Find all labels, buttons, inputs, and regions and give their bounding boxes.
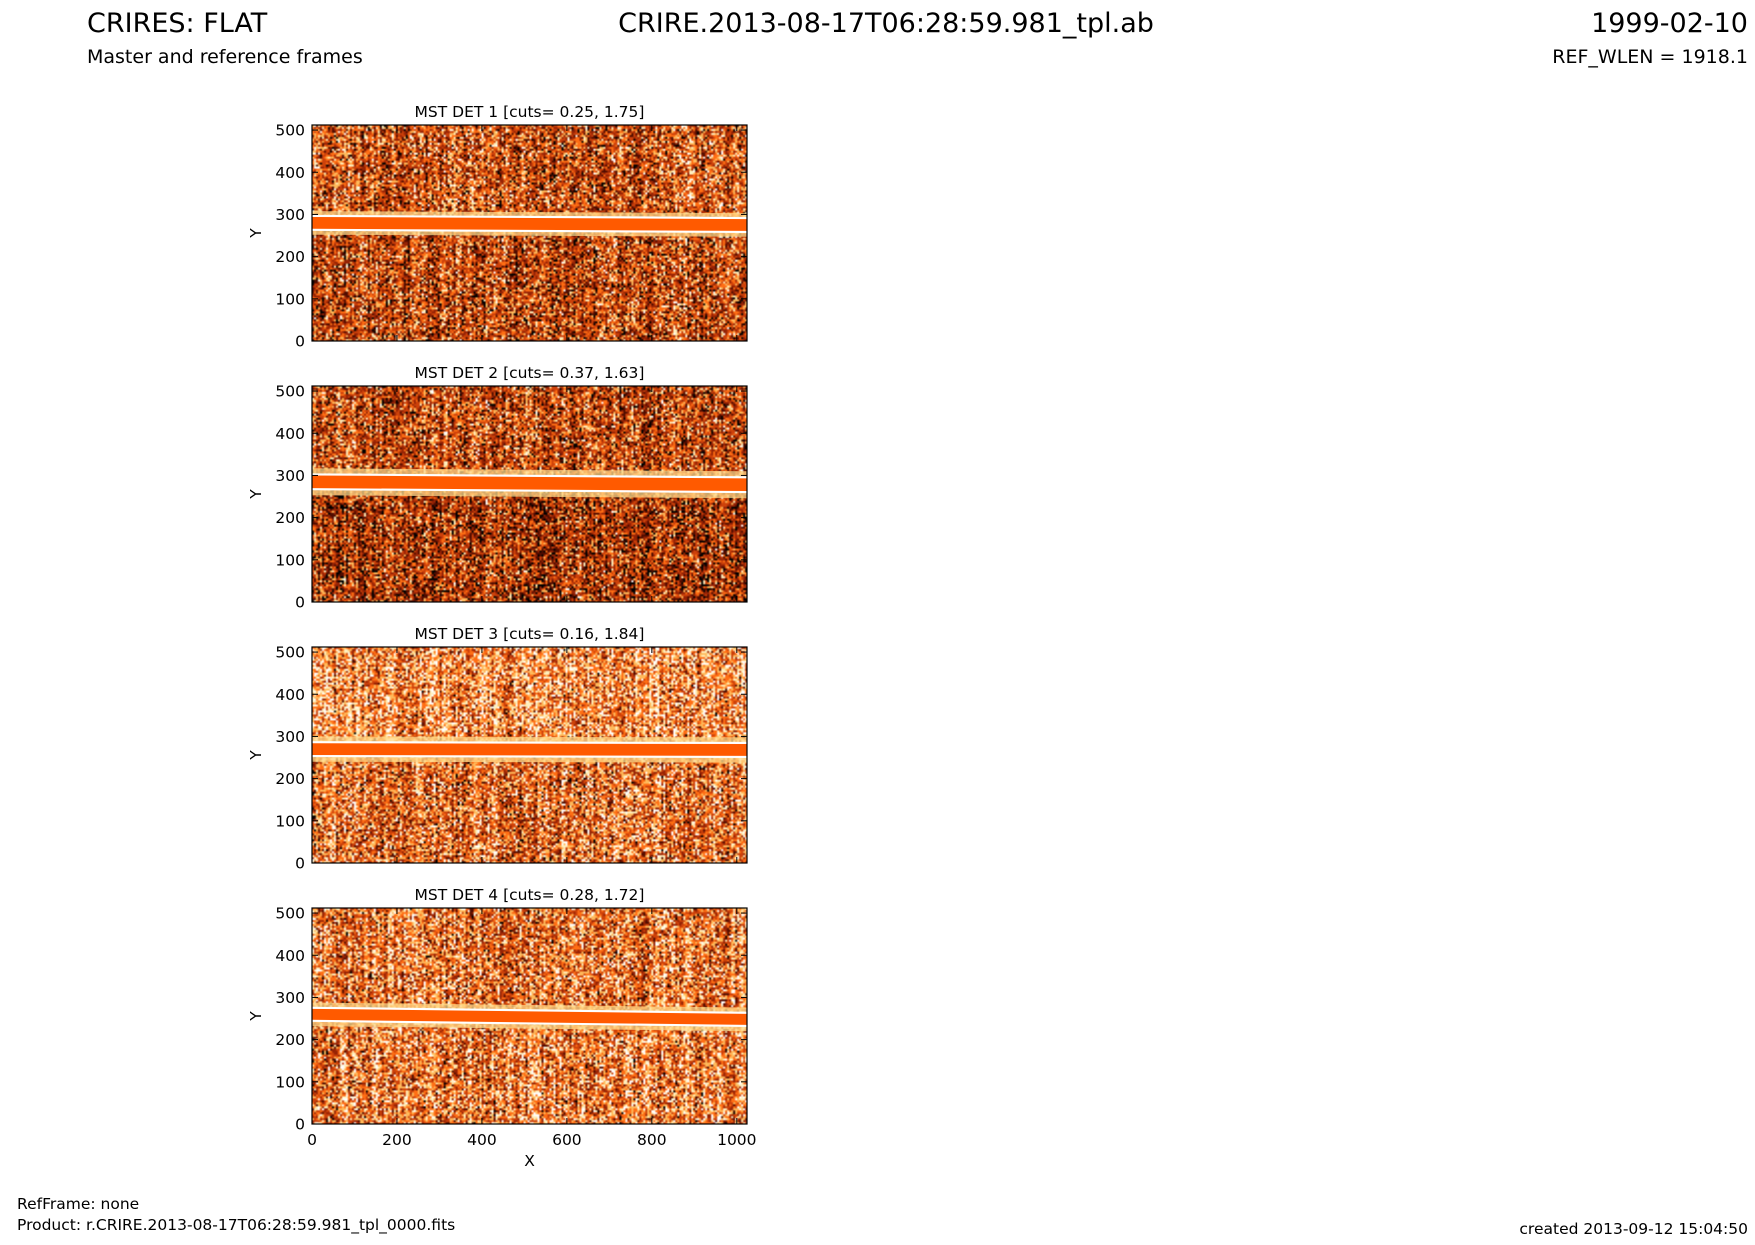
y-tick-label: 200 bbox=[275, 248, 305, 266]
heatmap-upper-region bbox=[312, 908, 747, 1017]
y-tick-label: 200 bbox=[275, 1031, 305, 1049]
plot-frame bbox=[311, 385, 748, 603]
spectral-order-band bbox=[312, 743, 747, 756]
product-label: Product: r.CRIRE.2013-08-17T06:28:59.981… bbox=[17, 1216, 456, 1234]
x-tick-label: 400 bbox=[467, 1131, 497, 1149]
y-tick-label: 500 bbox=[275, 905, 305, 923]
ref-frame-label: RefFrame: none bbox=[17, 1195, 140, 1213]
y-axis-label: Y bbox=[247, 750, 265, 761]
spectral-order-band bbox=[312, 475, 747, 492]
detector-panel-2: MST DET 2 [cuts= 0.37, 1.63] 0 100 200 300 40… bbox=[247, 364, 748, 612]
y-axis-label: Y bbox=[247, 228, 265, 239]
detector-panel-1: MST DET 1 [cuts= 0.25, 1.75] 0 100 200 300 40… bbox=[247, 103, 748, 351]
y-tick-label: 100 bbox=[275, 551, 305, 569]
x-tick-label: 800 bbox=[637, 1131, 667, 1149]
spectral-order-band bbox=[312, 1008, 747, 1025]
y-tick-label: 200 bbox=[275, 770, 305, 788]
y-tick-label: 400 bbox=[275, 164, 305, 182]
panel-title: MST DET 2 [cuts= 0.37, 1.63] bbox=[415, 364, 645, 382]
panel-title: MST DET 3 [cuts= 0.16, 1.84] bbox=[415, 625, 645, 643]
y-axis-label: Y bbox=[247, 1011, 265, 1022]
x-tick-label: 1000 bbox=[717, 1131, 756, 1149]
page-subtitle: Master and reference frames bbox=[87, 46, 363, 68]
panel-title: MST DET 1 [cuts= 0.25, 1.75] bbox=[415, 103, 645, 121]
date-label: 1999-02-10 bbox=[1591, 8, 1748, 39]
heatmap-upper-region bbox=[312, 647, 747, 750]
heatmap-lower-region bbox=[312, 483, 747, 602]
y-tick-label: 400 bbox=[275, 686, 305, 704]
file-name: CRIRE.2013-08-17T06:28:59.981_tpl.ab bbox=[618, 8, 1154, 39]
y-tick-label: 0 bbox=[295, 594, 305, 612]
plot-frame bbox=[311, 646, 748, 864]
x-tick-label: 0 bbox=[307, 1131, 317, 1149]
x-tick-label: 600 bbox=[552, 1131, 582, 1149]
y-tick-label: 0 bbox=[295, 333, 305, 351]
y-tick-label: 300 bbox=[275, 206, 305, 224]
y-tick-label: 0 bbox=[295, 855, 305, 873]
x-tick-label: 200 bbox=[382, 1131, 412, 1149]
plot-frame bbox=[311, 907, 748, 1125]
heatmap-lower-region bbox=[312, 224, 747, 341]
y-tick-label: 100 bbox=[275, 812, 305, 830]
plot-frame bbox=[311, 124, 748, 342]
page-title: CRIRES: FLAT bbox=[87, 8, 268, 39]
heatmap-upper-region bbox=[312, 125, 747, 224]
spectral-order-band bbox=[312, 216, 747, 231]
heatmap-upper-region bbox=[312, 386, 747, 483]
y-tick-label: 500 bbox=[275, 122, 305, 140]
y-tick-label: 300 bbox=[275, 728, 305, 746]
y-tick-label: 400 bbox=[275, 947, 305, 965]
y-tick-label: 500 bbox=[275, 383, 305, 401]
panel-title: MST DET 4 [cuts= 0.28, 1.72] bbox=[415, 886, 645, 904]
y-tick-label: 100 bbox=[275, 1073, 305, 1091]
y-tick-label: 100 bbox=[275, 290, 305, 308]
y-tick-label: 0 bbox=[295, 1116, 305, 1134]
detector-panel-3: MST DET 3 [cuts= 0.16, 1.84] 0 100 200 300 40… bbox=[247, 625, 748, 873]
y-tick-label: 200 bbox=[275, 509, 305, 527]
y-tick-label: 300 bbox=[275, 989, 305, 1007]
y-axis-label: Y bbox=[247, 489, 265, 500]
y-tick-label: 500 bbox=[275, 644, 305, 662]
heatmap-lower-region bbox=[312, 750, 747, 863]
detector-panel-4: MST DET 4 [cuts= 0.28, 1.72] 0 100 200 300 40… bbox=[247, 886, 757, 1170]
y-tick-label: 300 bbox=[275, 467, 305, 485]
heatmap-lower-region bbox=[312, 1017, 747, 1124]
ref-wlen-label: REF_WLEN = 1918.1 bbox=[1552, 46, 1748, 68]
created-label: created 2013-09-12 15:04:50 bbox=[1519, 1220, 1748, 1238]
x-axis-label: X bbox=[524, 1152, 535, 1170]
y-tick-label: 400 bbox=[275, 425, 305, 443]
